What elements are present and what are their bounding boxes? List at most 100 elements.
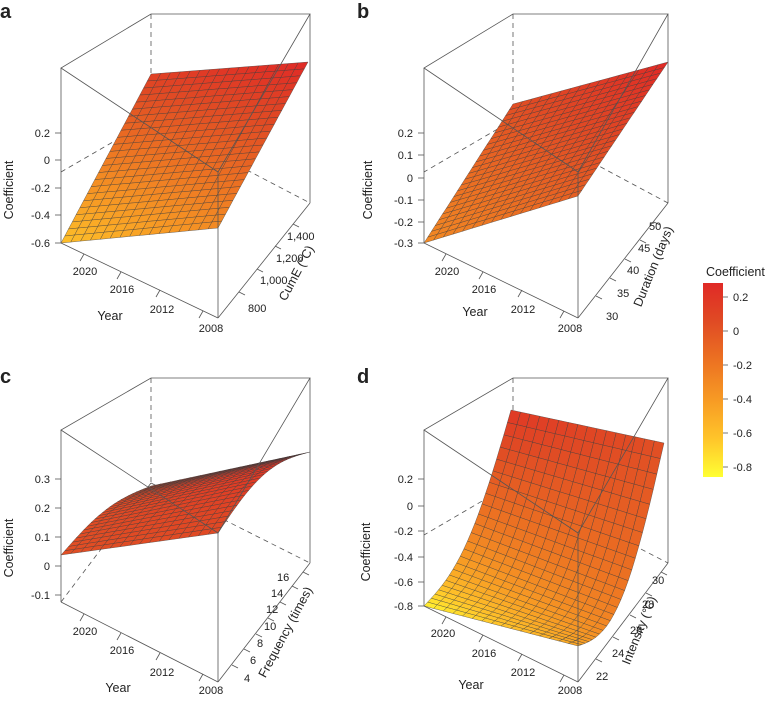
panel-a-xlabel: Year xyxy=(97,309,122,323)
panel-b-ztick: 0 xyxy=(407,173,413,185)
panel-d-ztick: -0.8 xyxy=(394,601,413,613)
panel-c-ytick: 14 xyxy=(271,588,283,600)
panel-a-ytick: 800 xyxy=(248,303,266,315)
panel-a-x-axis xyxy=(60,242,219,319)
panel-d-ztick: 0 xyxy=(407,501,413,513)
panel-c-xtick: 2016 xyxy=(110,645,134,657)
panel-a-xtick: 2008 xyxy=(199,323,223,335)
panel-b-back-edge xyxy=(423,119,514,173)
panel-b-surface xyxy=(423,61,669,244)
colorbar-tick: -0.2 xyxy=(733,360,752,372)
colorbar-tick: -0.4 xyxy=(733,394,752,406)
panel-d-xtick: 2008 xyxy=(558,685,582,697)
panel-b-x-axis xyxy=(423,242,579,319)
panel-c-ytick: 8 xyxy=(257,638,263,650)
panel-c-ytick: 12 xyxy=(266,604,278,616)
colorbar-gradient xyxy=(703,283,723,477)
panel-b-ztick: -0.1 xyxy=(394,195,413,207)
panel-c-y-axis xyxy=(217,562,311,683)
panel-d-ytick: 28 xyxy=(642,599,654,611)
panel-d-ztick: 0.2 xyxy=(398,474,413,486)
panel-d-z-ticks: 0.2 0 -0.2 -0.4 -0.6 -0.8 xyxy=(394,474,424,613)
panel-b-xlabel: Year xyxy=(462,305,487,319)
panel-a: a 0.2 0 -0.2 -0.4 -0.6 Coefficient 2020 … xyxy=(0,1,317,335)
panel-d-zlabel: Coefficient xyxy=(359,522,373,581)
panel-b-ytick: 35 xyxy=(617,288,629,300)
panel-c-ztick: 0.2 xyxy=(35,503,50,515)
panel-c: c 0.3 0.2 0.1 0 -0.1 Coefficient 2020 20… xyxy=(0,366,315,697)
panel-b-xtick: 2012 xyxy=(511,304,535,316)
colorbar-ticks: 0.2 0 -0.2 -0.4 -0.6 -0.8 xyxy=(723,292,752,474)
panel-d-y-ticks: 22 24 26 28 30 xyxy=(595,571,668,683)
panel-d-ytick: 22 xyxy=(596,671,608,683)
panel-a-y-ticks: 800 1,000 1,200 1,400 xyxy=(238,223,315,315)
panel-c-x-axis xyxy=(60,601,219,683)
panel-d-ytick: 26 xyxy=(630,625,642,637)
panel-c-ytick: 6 xyxy=(250,655,256,667)
panel-b-xtick: 2016 xyxy=(472,284,496,296)
panel-c-x-ticks: 2020 2016 2012 2008 xyxy=(73,613,223,697)
panel-b-ytick: 40 xyxy=(627,265,639,277)
panel-c-z-ticks: 0.3 0.2 0.1 0 -0.1 xyxy=(31,474,61,602)
panel-a-ytick: 1,200 xyxy=(276,253,304,265)
panel-c-ztick: 0.3 xyxy=(35,474,50,486)
panel-d-label: d xyxy=(357,366,369,388)
panel-c-ztick: -0.1 xyxy=(31,590,50,602)
panel-a-ztick: -0.2 xyxy=(31,183,50,195)
panel-b-ztick: 0.2 xyxy=(398,128,413,140)
surface-facet xyxy=(567,190,583,200)
panel-a-label: a xyxy=(0,1,12,23)
panel-d-ztick: -0.4 xyxy=(394,552,413,564)
panel-d-xtick: 2016 xyxy=(472,648,496,660)
panel-c-ztick: 0 xyxy=(44,561,50,573)
panel-a-zlabel: Coefficient xyxy=(2,160,16,219)
panel-c-y-ticks: 4 6 8 10 12 14 16 xyxy=(231,571,310,685)
panel-d-ztick: -0.2 xyxy=(394,526,413,538)
panel-b-ytick: 45 xyxy=(638,243,650,255)
panel-d-x-axis xyxy=(423,605,579,683)
colorbar-tick: 0 xyxy=(733,326,739,338)
panel-c-ytick: 10 xyxy=(264,621,276,633)
panel-a-xtick: 2020 xyxy=(73,266,97,278)
panel-b-ztick: 0.1 xyxy=(398,150,413,162)
panel-d-ytick: 24 xyxy=(612,648,624,660)
panel-d-x-ticks: 2020 2016 2012 2008 xyxy=(431,616,582,697)
panel-b-zlabel: Coefficient xyxy=(361,160,375,219)
panel-a-ytick: 1,400 xyxy=(287,231,315,243)
panel-c-xtick: 2020 xyxy=(73,626,97,638)
panel-d-xtick: 2020 xyxy=(431,628,455,640)
panel-c-label: c xyxy=(0,366,11,388)
panel-c-surface xyxy=(60,451,311,556)
panel-a-x-ticks: 2020 2016 2012 2008 xyxy=(73,253,223,335)
panel-b-z-ticks: 0.2 0.1 0 -0.1 -0.2 -0.3 xyxy=(394,128,424,250)
panel-a-xtick: 2012 xyxy=(150,304,174,316)
panel-b-y-ticks: 30 35 40 45 50 xyxy=(595,221,661,323)
panel-d-xtick: 2012 xyxy=(511,667,535,679)
panel-c-ztick: 0.1 xyxy=(35,532,50,544)
panel-c-ytick: 16 xyxy=(277,572,289,584)
panel-b-label: b xyxy=(357,1,369,23)
colorbar: Coefficient 0.2 0 -0.2 -0.4 -0.6 -0.8 xyxy=(703,265,765,477)
panel-d-ytick: 30 xyxy=(652,575,664,587)
panel-a-z-ticks: 0.2 0 -0.2 -0.4 -0.6 xyxy=(31,128,61,250)
panel-d-y-axis xyxy=(577,562,669,683)
panel-b-ytick: 50 xyxy=(649,221,661,233)
panel-c-xtick: 2012 xyxy=(150,667,174,679)
panel-d-ztick: -0.6 xyxy=(394,577,413,589)
panel-a-ztick: -0.6 xyxy=(31,238,50,250)
panel-b-xtick: 2008 xyxy=(558,323,582,335)
panel-a-surface xyxy=(60,61,309,244)
panel-b-ytick: 30 xyxy=(606,311,618,323)
colorbar-tick: -0.8 xyxy=(733,462,752,474)
panel-b: b 0.2 0.1 0 -0.1 -0.2 -0.3 Coefficient 2… xyxy=(357,1,676,335)
panel-c-xlabel: Year xyxy=(105,681,130,695)
panel-b-ztick: -0.3 xyxy=(394,238,413,250)
panel-a-ytick: 1,000 xyxy=(260,275,288,287)
panel-d-ylabel: Intensity (°C) xyxy=(619,594,659,666)
panel-c-zlabel: Coefficient xyxy=(2,518,16,577)
panel-a-y-axis xyxy=(217,202,311,319)
panel-a-ztick: 0 xyxy=(44,155,50,167)
panel-b-ztick: -0.2 xyxy=(394,217,413,229)
